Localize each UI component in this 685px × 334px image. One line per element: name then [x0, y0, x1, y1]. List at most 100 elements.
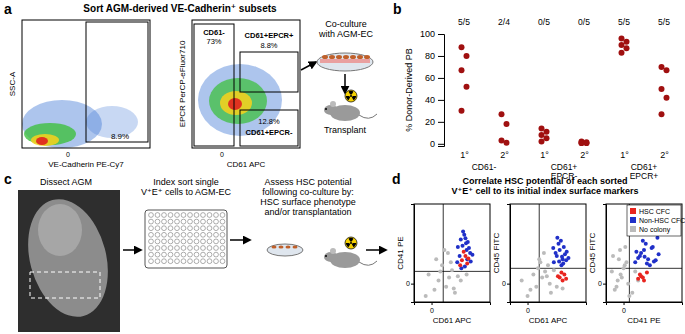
point: [639, 251, 643, 255]
gate-name: CD61+EPCR+: [245, 31, 294, 40]
tick-mark: [438, 78, 444, 79]
well-plate: [168, 259, 173, 264]
point: [456, 274, 460, 278]
well-plate: [162, 213, 167, 218]
point: [531, 272, 535, 276]
tick-label: 0: [430, 139, 435, 149]
well-plate: [181, 246, 186, 251]
point: [458, 254, 462, 258]
mouse-icon: [350, 242, 352, 244]
point: [633, 260, 637, 264]
well-plate: [214, 259, 219, 264]
tick-label: 2°: [580, 150, 589, 160]
well-plate: [181, 232, 186, 237]
tick-mark: [411, 284, 414, 285]
point: [566, 256, 570, 260]
culture-dish: [272, 245, 277, 248]
culture-dish: [357, 55, 363, 59]
gate: [240, 110, 298, 146]
well-plate: [181, 252, 186, 257]
title: Correlate HSC potential of each sorted: [462, 176, 627, 186]
point: [461, 244, 465, 248]
well-plate: [175, 213, 180, 218]
step-label: Co-culture: [325, 19, 367, 29]
title: Sort AGM-derived VE-Cadherin⁺ subsets: [83, 3, 277, 14]
culture-dish: [286, 245, 291, 248]
well-plate: [168, 213, 173, 218]
tick: 0: [598, 280, 606, 287]
panel-label: a: [4, 1, 12, 17]
point: [455, 260, 459, 264]
tick: 40: [425, 95, 444, 105]
mouse-icon: [349, 238, 354, 242]
tick-mark: [603, 284, 606, 285]
point: [579, 140, 585, 146]
point: [561, 287, 565, 291]
group-label: EPCR+: [630, 171, 659, 181]
legend-entry: No colony: [639, 226, 671, 234]
well-plate: [201, 239, 206, 244]
axis-title: CD45 FITC: [588, 233, 597, 274]
tick: 2°: [580, 146, 589, 160]
well-plate: [175, 226, 180, 231]
tick-mark: [624, 302, 625, 305]
tick-label: 0: [502, 280, 506, 287]
well-plate: [155, 219, 160, 224]
culture-dish: [343, 55, 349, 59]
well-plate: [149, 259, 154, 264]
point: [446, 251, 450, 255]
point: [659, 64, 665, 70]
well-plate: [145, 210, 227, 268]
axis-line: [415, 303, 491, 306]
tick-label: 2°: [500, 150, 509, 160]
well-plate: [188, 252, 193, 257]
annotation: 0/5: [578, 17, 590, 27]
gate: [240, 52, 298, 92]
tick-label: 0: [526, 307, 530, 314]
point: [554, 251, 558, 255]
point: [551, 246, 555, 250]
axis-line: [507, 205, 511, 303]
point: [557, 260, 561, 264]
point: [561, 261, 565, 265]
step-label: Transplant: [324, 125, 367, 135]
tick-label: 60: [425, 73, 435, 83]
point: [623, 245, 627, 249]
point: [459, 279, 463, 283]
axis: 0: [607, 302, 683, 314]
point: [465, 272, 469, 276]
well-plate: [149, 252, 154, 257]
well-plate: [168, 219, 173, 224]
point: [619, 42, 625, 48]
gate-percent: 8.8%: [260, 41, 277, 50]
tick: 20: [425, 117, 444, 127]
well-plate: [162, 232, 167, 237]
axis-line: [607, 303, 683, 306]
axis-title: SSC-A: [8, 71, 17, 96]
well-plate: [194, 213, 199, 218]
point: [534, 285, 538, 289]
well-plate: [181, 239, 186, 244]
tick-label: 1°: [540, 150, 549, 160]
tick: 0: [430, 139, 444, 149]
well-plate: [207, 259, 212, 264]
well-plate: [155, 239, 160, 244]
point: [559, 271, 563, 275]
culture-dish: [267, 244, 303, 256]
point: [460, 258, 464, 262]
gate-percent: 12.8%: [258, 117, 280, 126]
embryo-image: [16, 190, 120, 332]
point: [467, 246, 471, 250]
annotation: 5/5: [618, 17, 630, 27]
legend-swatch: [630, 208, 636, 214]
density-decoration: [228, 98, 242, 110]
step-label: with AGM-EC: [318, 29, 374, 39]
axis-line: [603, 205, 607, 303]
panel-label: d: [392, 171, 401, 187]
well-plate: [207, 219, 212, 224]
points: [510, 204, 586, 302]
well-plate: [175, 232, 180, 237]
mouse-icon: [352, 243, 356, 247]
tick: 0: [526, 302, 530, 314]
gate: [86, 22, 148, 142]
